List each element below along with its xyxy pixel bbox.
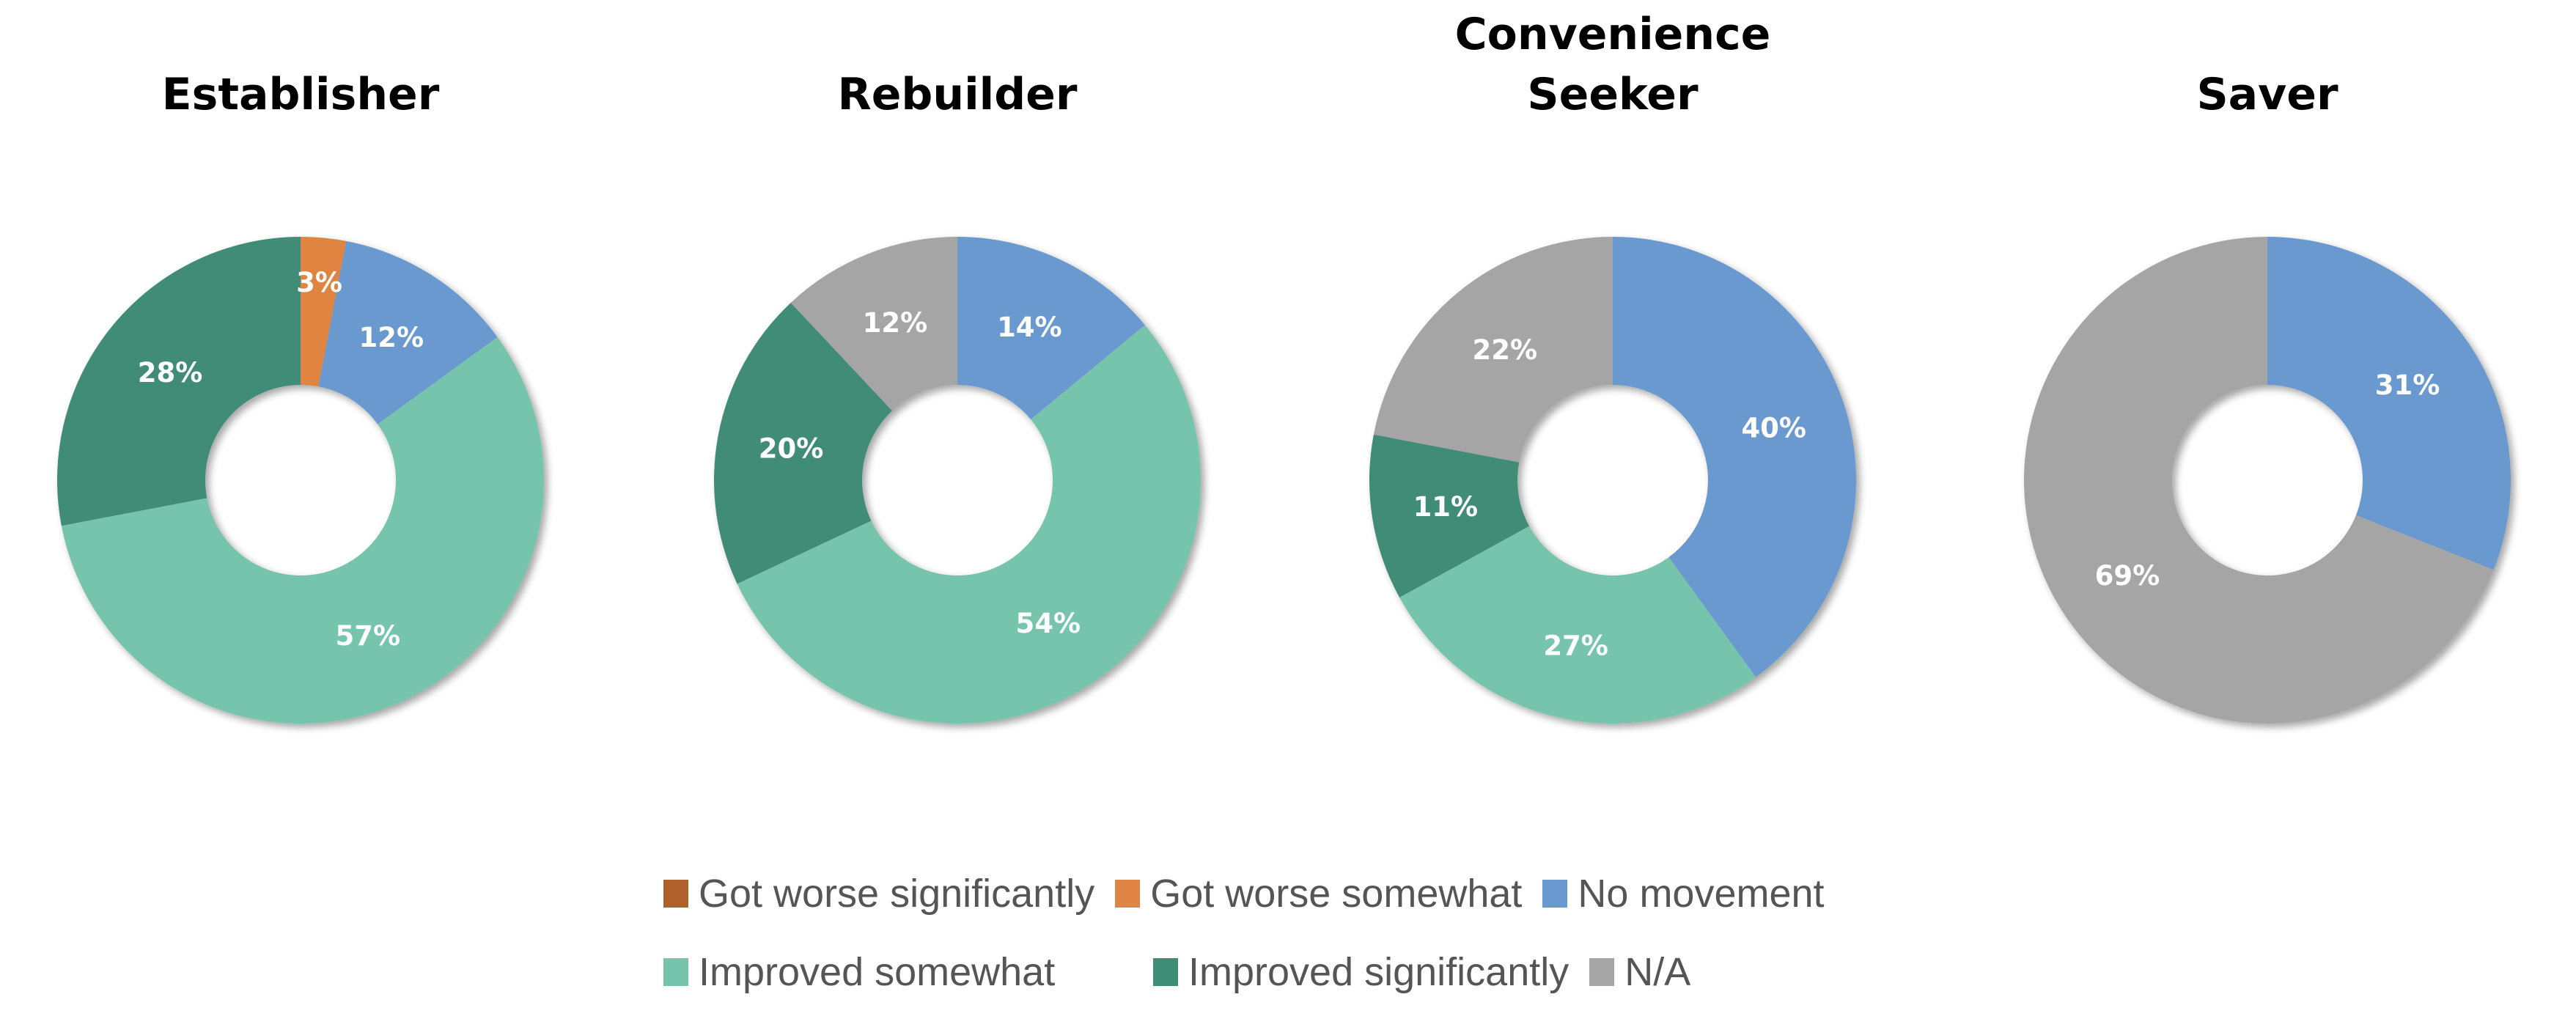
data-label: 14% — [997, 312, 1062, 343]
slice-no-movement — [318, 240, 498, 424]
chart-title-convenience-seeker: Convenience Seeker — [1320, 4, 1906, 125]
slice-no-movement — [957, 237, 1145, 420]
data-label: 3% — [296, 267, 342, 298]
legend-row-2: Improved somewhat Improved significantly… — [663, 949, 1711, 995]
legend-item-got-worse-somewhat: Got worse somewhat — [1115, 871, 1522, 916]
legend-item-improved-significantly: Improved significantly — [1153, 949, 1569, 995]
title-line-1: Convenience — [1454, 9, 1771, 60]
legend-swatch — [1115, 880, 1141, 908]
slice-no-movement — [1613, 237, 1856, 677]
slice-improved-significantly — [714, 302, 893, 584]
legend-swatch — [663, 958, 688, 986]
legend-label: Improved significantly — [1188, 950, 1569, 994]
legend-item-no-movement: No movement — [1542, 871, 1825, 916]
slice-improved-significantly — [1369, 434, 1530, 597]
legend-label: Got worse significantly — [699, 872, 1095, 916]
legend-label: Got worse somewhat — [1150, 872, 1523, 916]
data-label: 12% — [863, 307, 928, 339]
legend-swatch — [1542, 880, 1568, 908]
data-label: 57% — [335, 620, 400, 652]
slice-n-a — [1373, 237, 1613, 463]
title-line-2: Seeker — [1527, 69, 1699, 120]
slice-n-a — [790, 237, 957, 411]
legend-item-improved-somewhat: Improved somewhat — [663, 949, 1133, 995]
legend-item-na: N/A — [1589, 949, 1690, 995]
donut-charts: 3% 12% 57% 28% 14% 54% 20% 12% 40% 27% 11% 22% 31% 69… — [56, 237, 2511, 724]
data-label: 11% — [1413, 491, 1479, 523]
legend-swatch — [1153, 958, 1178, 986]
legend-row-1: Got worse significantly Got worse somewh… — [663, 871, 1845, 916]
chart-title-saver: Saver — [2196, 69, 2338, 120]
legend-swatch — [1589, 958, 1615, 986]
donut-3 — [2023, 237, 2511, 724]
data-label: 20% — [759, 433, 824, 465]
data-label: 12% — [358, 322, 424, 353]
legend-item-got-worse-significantly: Got worse significantly — [663, 871, 1094, 916]
data-label: 54% — [1015, 608, 1081, 639]
slice-improved-significantly — [56, 237, 301, 526]
data-label: 27% — [1543, 630, 1608, 661]
slice-n-a — [2023, 237, 2494, 724]
data-label: 28% — [138, 357, 203, 389]
donut-1 — [714, 237, 1201, 724]
legend-label: No movement — [1578, 872, 1825, 916]
slice-improved-somewhat — [1399, 526, 1756, 724]
slice-no-movement — [2267, 237, 2511, 570]
legend-label: Improved somewhat — [699, 950, 1056, 994]
chart-title-rebuilder: Rebuilder — [837, 69, 1078, 120]
donut-2 — [1369, 237, 1856, 724]
data-label: 31% — [2375, 369, 2440, 401]
donut-0 — [56, 237, 545, 724]
slice-got-worse-somewhat — [301, 237, 347, 387]
chart-title-establisher: Establisher — [161, 69, 440, 120]
data-label: 40% — [1741, 413, 1806, 444]
slice-improved-somewhat — [61, 336, 545, 724]
data-label: 69% — [2095, 560, 2160, 592]
legend-swatch — [663, 880, 688, 908]
data-label: 22% — [1472, 334, 1537, 366]
legend-label: N/A — [1624, 950, 1691, 994]
slice-improved-somewhat — [737, 325, 1201, 724]
